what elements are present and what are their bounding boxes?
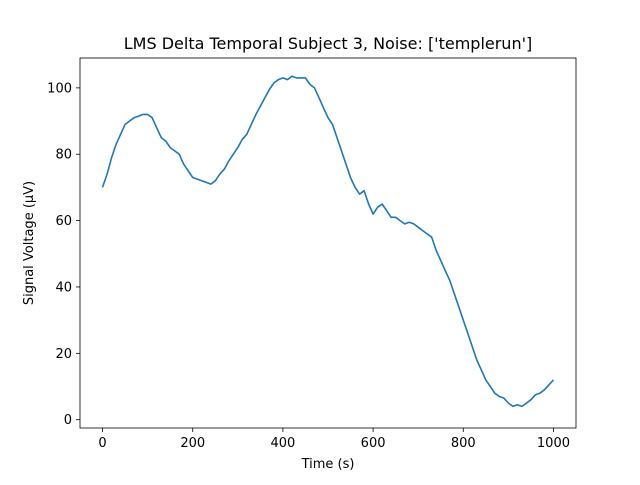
chart-title: LMS Delta Temporal Subject 3, Noise: ['t…	[124, 34, 532, 53]
y-tick-label: 60	[55, 214, 72, 229]
axis-ticks: 0 200 400 600 800 1000 0 20 40 60 80 100	[47, 81, 570, 451]
x-tick-label: 400	[270, 436, 295, 451]
x-axis-label: Time (s)	[301, 457, 355, 472]
x-tick-label: 600	[361, 436, 386, 451]
x-tick-label: 200	[180, 436, 205, 451]
x-tick-label: 0	[98, 436, 106, 451]
y-tick-label: 0	[64, 413, 72, 428]
y-tick-label: 100	[47, 81, 72, 96]
y-axis-label: Signal Voltage (μV)	[22, 181, 37, 305]
x-tick-label: 800	[451, 436, 476, 451]
plot-area	[101, 75, 555, 408]
y-tick-label: 40	[55, 280, 72, 295]
x-tick-label: 1000	[537, 436, 570, 451]
series-line	[101, 75, 555, 408]
axes-frame	[79, 57, 577, 429]
y-tick-label: 80	[55, 148, 72, 163]
y-tick-label: 20	[55, 347, 72, 362]
